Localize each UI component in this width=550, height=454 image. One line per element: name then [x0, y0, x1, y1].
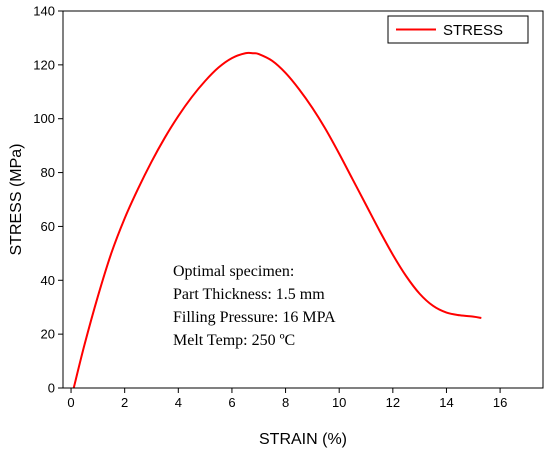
- x-tick-label: 4: [175, 395, 182, 410]
- annotation-line: Melt Temp: 250 ºC: [173, 332, 295, 349]
- legend: STRESS: [387, 15, 529, 44]
- ticks-layer: 0 2 4 6 8 10 12 14 16 0 20 40 60 80 100 120 140: [33, 4, 507, 411]
- x-tick-label: 6: [228, 395, 235, 410]
- x-tick-label: 8: [282, 395, 289, 410]
- y-tick-label: 0: [48, 381, 55, 396]
- x-tick-label: 0: [67, 395, 74, 410]
- plot-frame: [62, 10, 544, 389]
- series-line-stress: [72, 51, 482, 389]
- x-tick-label: 16: [493, 395, 507, 410]
- y-tick-label: 20: [41, 327, 55, 342]
- x-tick-label: 2: [121, 395, 128, 410]
- annotation-block: Optimal specimen: Part Thickness: 1.5 mm…: [173, 263, 336, 349]
- annotation-line: Filling Pressure: 16 MPA: [173, 309, 336, 326]
- y-tick-label: 40: [41, 273, 55, 288]
- annotation-line: Optimal specimen:: [173, 263, 294, 280]
- legend-box: [387, 15, 529, 44]
- x-tick-label: 12: [386, 395, 400, 410]
- x-tick-label: 10: [332, 395, 346, 410]
- y-tick-label: 120: [33, 57, 55, 72]
- y-tick-label: 60: [41, 219, 55, 234]
- y-axis-title: STRESS (MPa): [8, 143, 25, 255]
- y-tick-label: 100: [33, 111, 55, 126]
- annotation-line: Part Thickness: 1.5 mm: [173, 286, 325, 303]
- x-axis-title: STRAIN (%): [259, 431, 347, 448]
- legend-label-stress: STRESS: [443, 22, 503, 39]
- x-tick-label: 14: [439, 395, 453, 410]
- y-tick-label: 140: [33, 4, 55, 19]
- y-tick-label: 80: [41, 165, 55, 180]
- series-layer: [72, 51, 482, 389]
